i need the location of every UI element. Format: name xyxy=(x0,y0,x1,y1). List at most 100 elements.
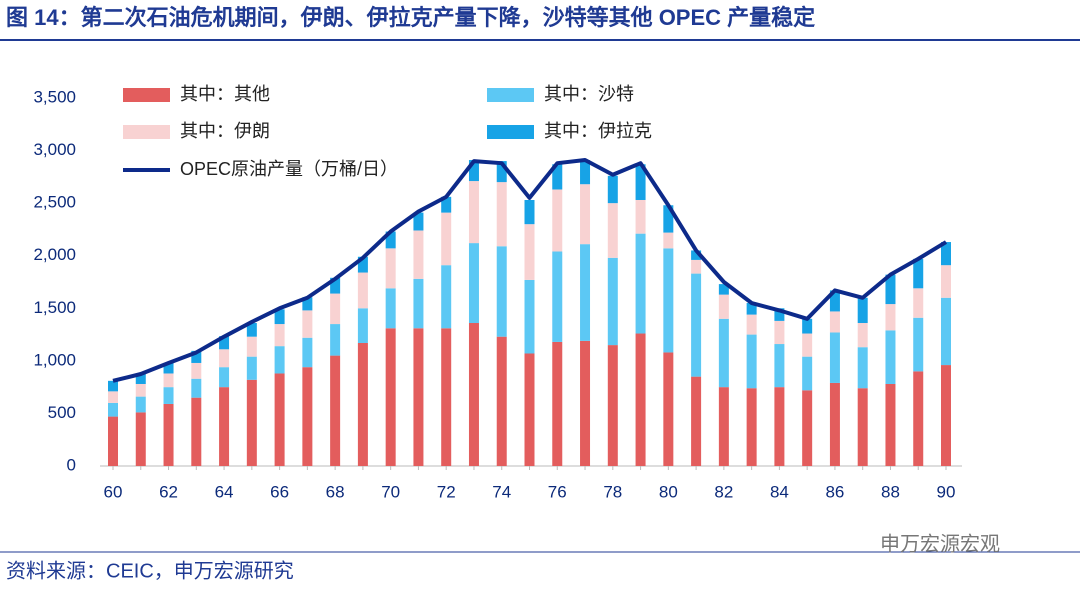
bar xyxy=(191,378,202,398)
y-tick-label: 2,500 xyxy=(33,193,76,212)
legend-swatch xyxy=(123,125,170,139)
bar xyxy=(635,233,646,334)
x-tick-label: 74 xyxy=(492,482,511,501)
bar xyxy=(802,318,813,334)
bar xyxy=(524,199,535,225)
bar xyxy=(524,279,535,354)
bar xyxy=(246,336,257,357)
y-tick-label: 2,000 xyxy=(33,245,76,264)
bar xyxy=(468,181,479,244)
bar xyxy=(108,380,118,392)
bar xyxy=(941,365,951,466)
bar xyxy=(580,340,591,466)
y-tick-label: 500 xyxy=(48,403,76,422)
bar xyxy=(552,341,563,466)
bar xyxy=(718,387,729,466)
bar xyxy=(191,397,202,466)
chart-title: 图 14：第二次石油危机期间，伊朗、伊拉克产量下降，沙特等其他 OPEC 产量稳… xyxy=(6,5,815,30)
bar xyxy=(552,164,563,190)
legend-label: OPEC原油产量（万桶/日） xyxy=(180,159,398,179)
bar xyxy=(441,328,452,466)
bar xyxy=(219,367,230,388)
bar xyxy=(552,251,563,342)
bar xyxy=(802,390,813,466)
bar xyxy=(413,328,424,466)
bar xyxy=(885,304,896,331)
bar xyxy=(774,308,785,321)
source: 资料来源：CEIC，申万宏源研究 xyxy=(6,559,294,582)
bar xyxy=(580,244,591,341)
bar xyxy=(330,277,341,294)
bar xyxy=(468,323,479,466)
bar xyxy=(607,175,618,204)
bar xyxy=(691,259,702,274)
bar xyxy=(829,290,840,312)
bar xyxy=(163,387,174,404)
x-tick-label: 88 xyxy=(881,482,900,501)
bar xyxy=(357,308,368,343)
bar xyxy=(357,256,368,273)
x-tick-label: 66 xyxy=(270,482,289,501)
x-tick-label: 60 xyxy=(104,482,123,501)
legend-label: 其中：沙特 xyxy=(544,84,634,104)
bar xyxy=(357,272,368,309)
bar xyxy=(941,242,951,266)
bar xyxy=(330,324,341,356)
bar xyxy=(385,248,396,289)
y-tick-label: 3,500 xyxy=(33,87,76,106)
x-tick-label: 90 xyxy=(937,482,956,501)
bar xyxy=(691,250,702,260)
bar xyxy=(746,388,757,466)
bar xyxy=(385,328,396,466)
bar xyxy=(524,353,535,466)
bar xyxy=(163,362,174,374)
legend-label: 其中：其他 xyxy=(180,84,270,104)
bar xyxy=(468,160,479,182)
bar xyxy=(441,212,452,266)
bar xyxy=(746,334,757,389)
bar xyxy=(163,373,174,388)
bar xyxy=(774,320,785,345)
x-tick-label: 70 xyxy=(381,482,400,501)
bar xyxy=(941,265,951,298)
bar xyxy=(774,387,785,466)
bar xyxy=(607,345,618,466)
bar xyxy=(774,344,785,388)
bar xyxy=(135,374,146,384)
bar xyxy=(108,391,118,403)
bar xyxy=(302,367,313,466)
bar xyxy=(885,330,896,384)
bar xyxy=(385,288,396,329)
bar xyxy=(302,337,313,368)
y-tick-label: 1,500 xyxy=(33,298,76,317)
bar xyxy=(219,387,230,466)
bar xyxy=(829,311,840,333)
x-tick-label: 76 xyxy=(548,482,567,501)
bar xyxy=(413,278,424,329)
bar xyxy=(108,402,118,417)
bar xyxy=(468,243,479,324)
bar xyxy=(274,309,285,325)
bar xyxy=(913,288,924,318)
bar xyxy=(663,205,674,233)
bar xyxy=(691,273,702,377)
bar xyxy=(413,212,424,231)
bar xyxy=(496,161,507,183)
bar xyxy=(635,199,646,234)
bar xyxy=(219,336,230,350)
bar xyxy=(274,346,285,374)
x-tick-label: 82 xyxy=(714,482,733,501)
bar xyxy=(663,248,674,353)
bar xyxy=(246,356,257,380)
bar xyxy=(191,350,202,363)
bar xyxy=(635,333,646,466)
bar xyxy=(913,317,924,372)
bar xyxy=(524,224,535,280)
x-tick-label: 64 xyxy=(215,482,234,501)
bar xyxy=(663,232,674,249)
bar xyxy=(885,383,896,466)
bar xyxy=(302,310,313,338)
bar xyxy=(691,376,702,466)
bar xyxy=(857,323,868,348)
